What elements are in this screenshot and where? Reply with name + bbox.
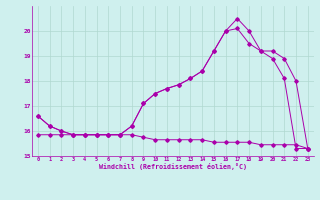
- X-axis label: Windchill (Refroidissement éolien,°C): Windchill (Refroidissement éolien,°C): [99, 163, 247, 170]
